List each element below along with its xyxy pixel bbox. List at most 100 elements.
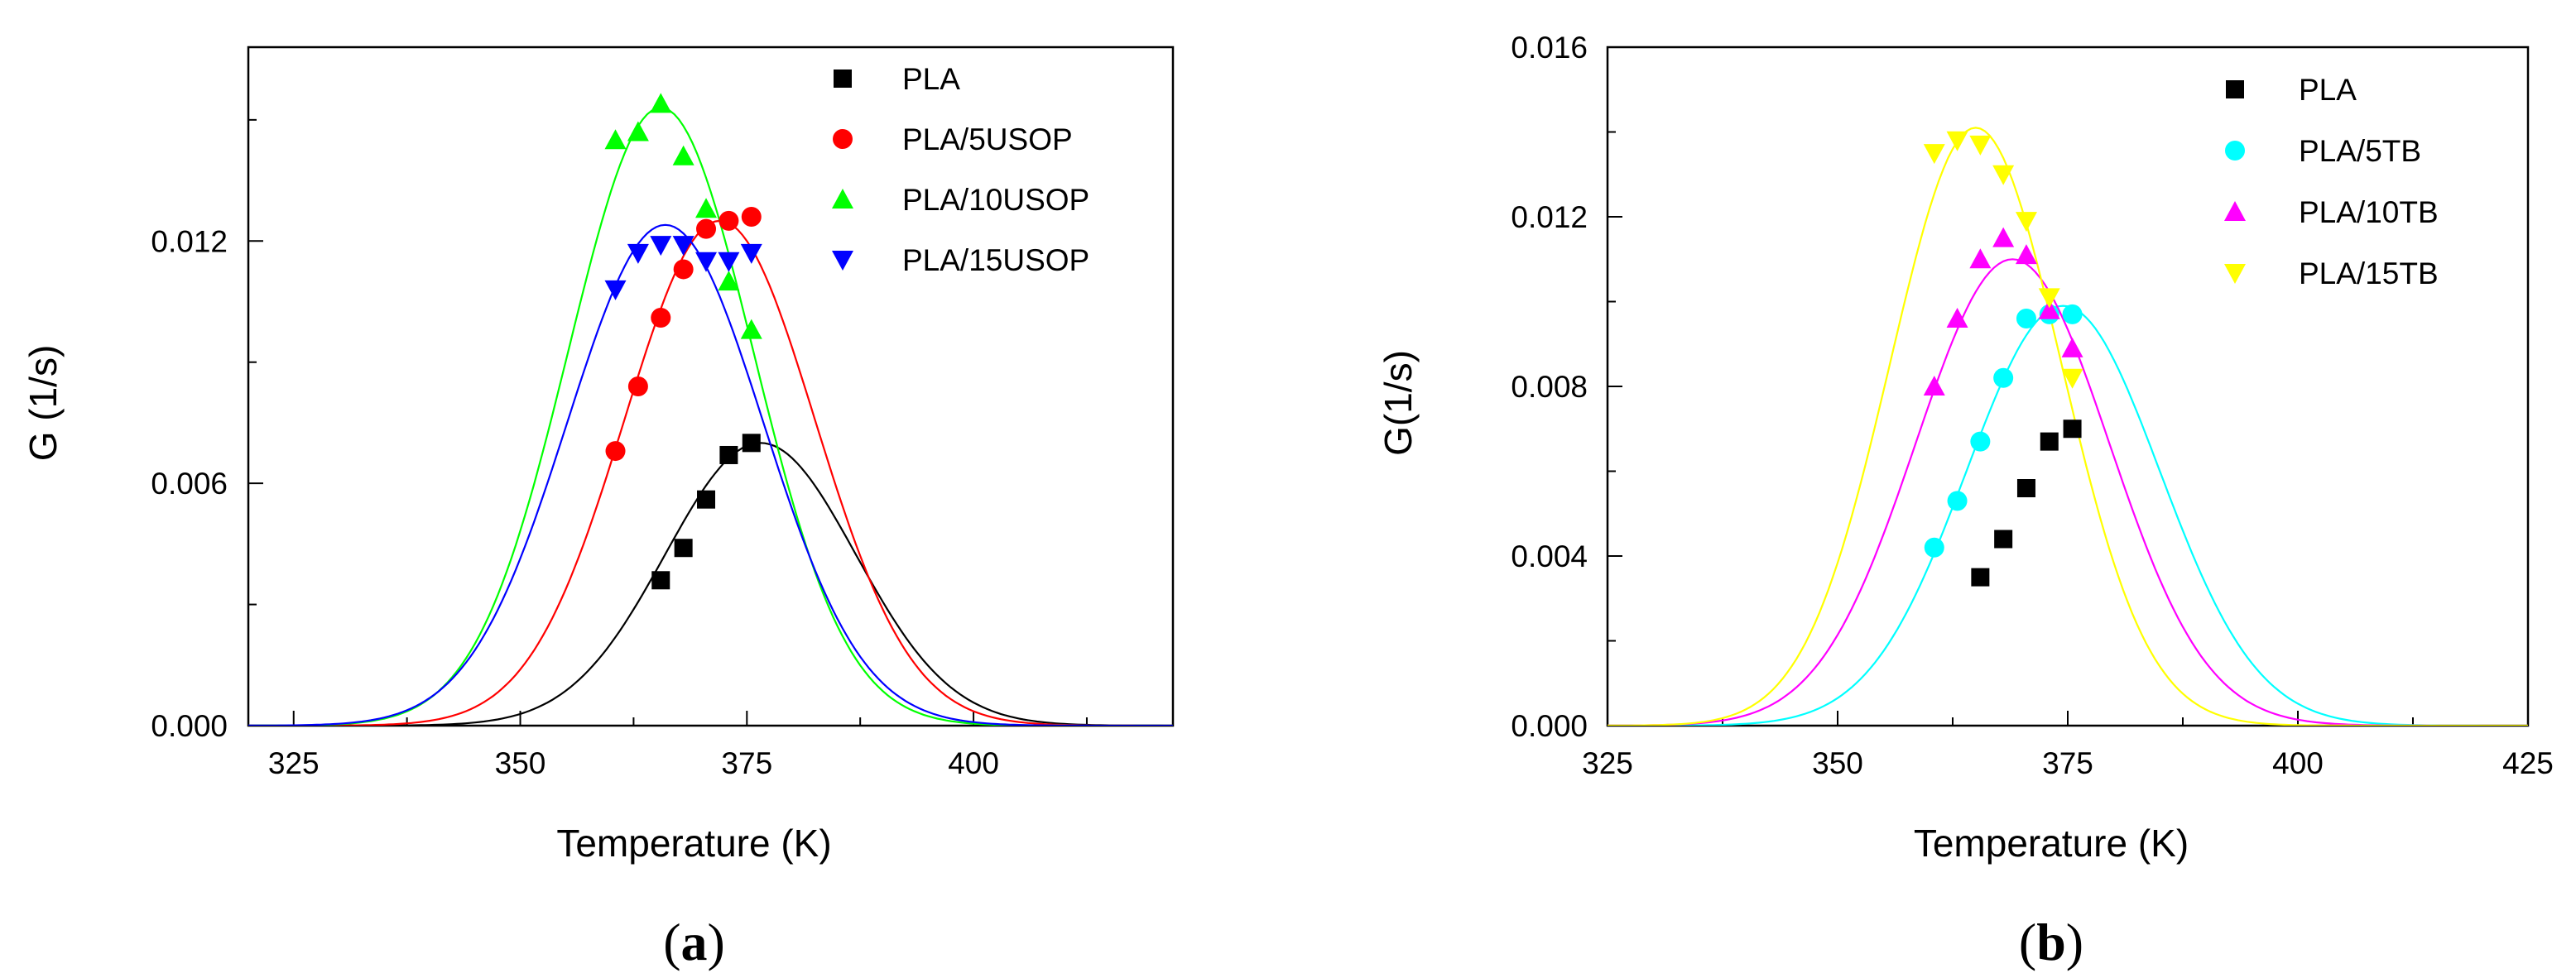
data-point — [2015, 212, 2037, 233]
data-point — [1923, 376, 1945, 396]
y-tick-label: 0.000 — [151, 709, 228, 743]
y-tick-label: 0.008 — [1511, 370, 1588, 404]
data-point — [2040, 432, 2059, 451]
fit-curve — [248, 442, 1173, 726]
data-point — [695, 252, 718, 272]
x-tick-label: 400 — [948, 746, 999, 780]
fit-curve — [1608, 258, 2528, 726]
data-point — [2015, 244, 2037, 265]
data-point — [1994, 530, 2013, 549]
data-point — [1992, 227, 2015, 247]
data-point — [604, 129, 627, 150]
data-point — [1970, 431, 1991, 452]
data-point — [673, 259, 694, 280]
x-tick-label: 400 — [2272, 746, 2324, 780]
fit-curve — [1608, 127, 2528, 726]
data-point — [742, 434, 761, 453]
x-axis-title: Temperature (K) — [1914, 822, 2189, 865]
data-point — [2016, 309, 2036, 328]
data-point — [1969, 135, 1992, 156]
data-point — [604, 280, 627, 300]
panel-b: 325 350 375 400 425 0.000 0.004 0.008 0.012 0.016… — [1377, 31, 2554, 971]
data-point — [627, 121, 649, 141]
data-point — [697, 490, 716, 509]
panel-a: 325 350 375 400 0.000 0.006 0.012 Temperature (… — [22, 46, 1175, 971]
fit-curve — [248, 223, 1173, 726]
data-point — [718, 210, 739, 231]
data-point — [1993, 367, 2014, 388]
x-tick-label: 350 — [495, 746, 546, 780]
x-tick-label: 425 — [2502, 746, 2554, 780]
legend-label: PLA/5USOP — [902, 122, 1073, 156]
x-tick-label: 325 — [1582, 746, 1633, 780]
fit-curve — [1608, 304, 2528, 726]
data-point — [696, 218, 717, 239]
legend-label: PLA — [2299, 73, 2357, 107]
data-point — [718, 271, 740, 291]
y-tick-label: 0.016 — [1511, 31, 1588, 65]
panel-label: (b) — [2019, 913, 2083, 971]
x-tick-label: 325 — [268, 746, 320, 780]
data-point — [741, 207, 762, 227]
data-point — [2038, 299, 2060, 319]
data-point — [627, 243, 649, 264]
data-point — [2061, 337, 2083, 357]
y-tick-label: 0.012 — [1511, 200, 1588, 234]
x-tick-label: 375 — [2042, 746, 2093, 780]
legend-marker — [2224, 201, 2246, 221]
panel-label-letter: a — [681, 913, 708, 971]
data-point — [695, 198, 718, 218]
data-point — [1971, 568, 1990, 587]
data-point — [1924, 537, 1944, 558]
data-point — [672, 145, 694, 165]
data-point — [627, 376, 648, 396]
panel-label: (a) — [663, 913, 725, 971]
legend-marker — [834, 70, 852, 88]
x-tick-label: 375 — [721, 746, 772, 780]
data-point — [672, 236, 694, 256]
data-point — [674, 539, 693, 558]
y-tick-label: 0.004 — [1511, 539, 1588, 573]
data-point — [650, 236, 672, 256]
y-tick-label: 0.006 — [151, 467, 228, 501]
x-tick-label: 350 — [1812, 746, 1863, 780]
y-axis-title: G(1/s) — [1377, 350, 1420, 456]
panel-label-open: ( — [2019, 913, 2036, 971]
legend-marker — [2224, 264, 2246, 284]
data-point — [2061, 368, 2083, 389]
legend-label: PLA/10USOP — [902, 183, 1089, 217]
x-axis-title: Temperature (K) — [556, 822, 831, 865]
legend-marker — [2225, 141, 2245, 161]
data-point — [651, 308, 671, 328]
data-point — [650, 93, 672, 113]
panel-label-close: ) — [708, 913, 725, 971]
data-point — [2038, 288, 2060, 309]
data-point — [1946, 131, 1968, 151]
legend-label: PLA/15TB — [2299, 256, 2439, 290]
data-point — [2063, 419, 2082, 439]
data-point — [1947, 491, 1968, 511]
legend-label: PLA — [902, 62, 960, 96]
legend-marker — [832, 189, 853, 209]
legend-label: PLA/5TB — [2299, 134, 2421, 168]
data-point — [718, 252, 740, 272]
data-point — [1946, 308, 1968, 328]
plot-frame — [247, 46, 1175, 727]
data-point — [1992, 165, 2015, 185]
data-point — [605, 441, 626, 462]
data-point — [2062, 304, 2083, 324]
data-point — [1923, 144, 1945, 165]
data-point — [740, 319, 762, 339]
legend-marker — [833, 129, 853, 149]
y-tick-label: 0.000 — [1511, 709, 1588, 743]
legend-label: PLA/10TB — [2299, 195, 2439, 229]
y-axis-title: G (1/s) — [22, 345, 65, 462]
data-point — [740, 243, 762, 264]
data-point — [651, 571, 670, 590]
panel-label-close: ) — [2066, 913, 2083, 971]
y-tick-label: 0.012 — [151, 224, 228, 258]
data-point — [1969, 248, 1992, 269]
data-point — [719, 445, 738, 464]
panel-label-letter: b — [2036, 913, 2066, 971]
